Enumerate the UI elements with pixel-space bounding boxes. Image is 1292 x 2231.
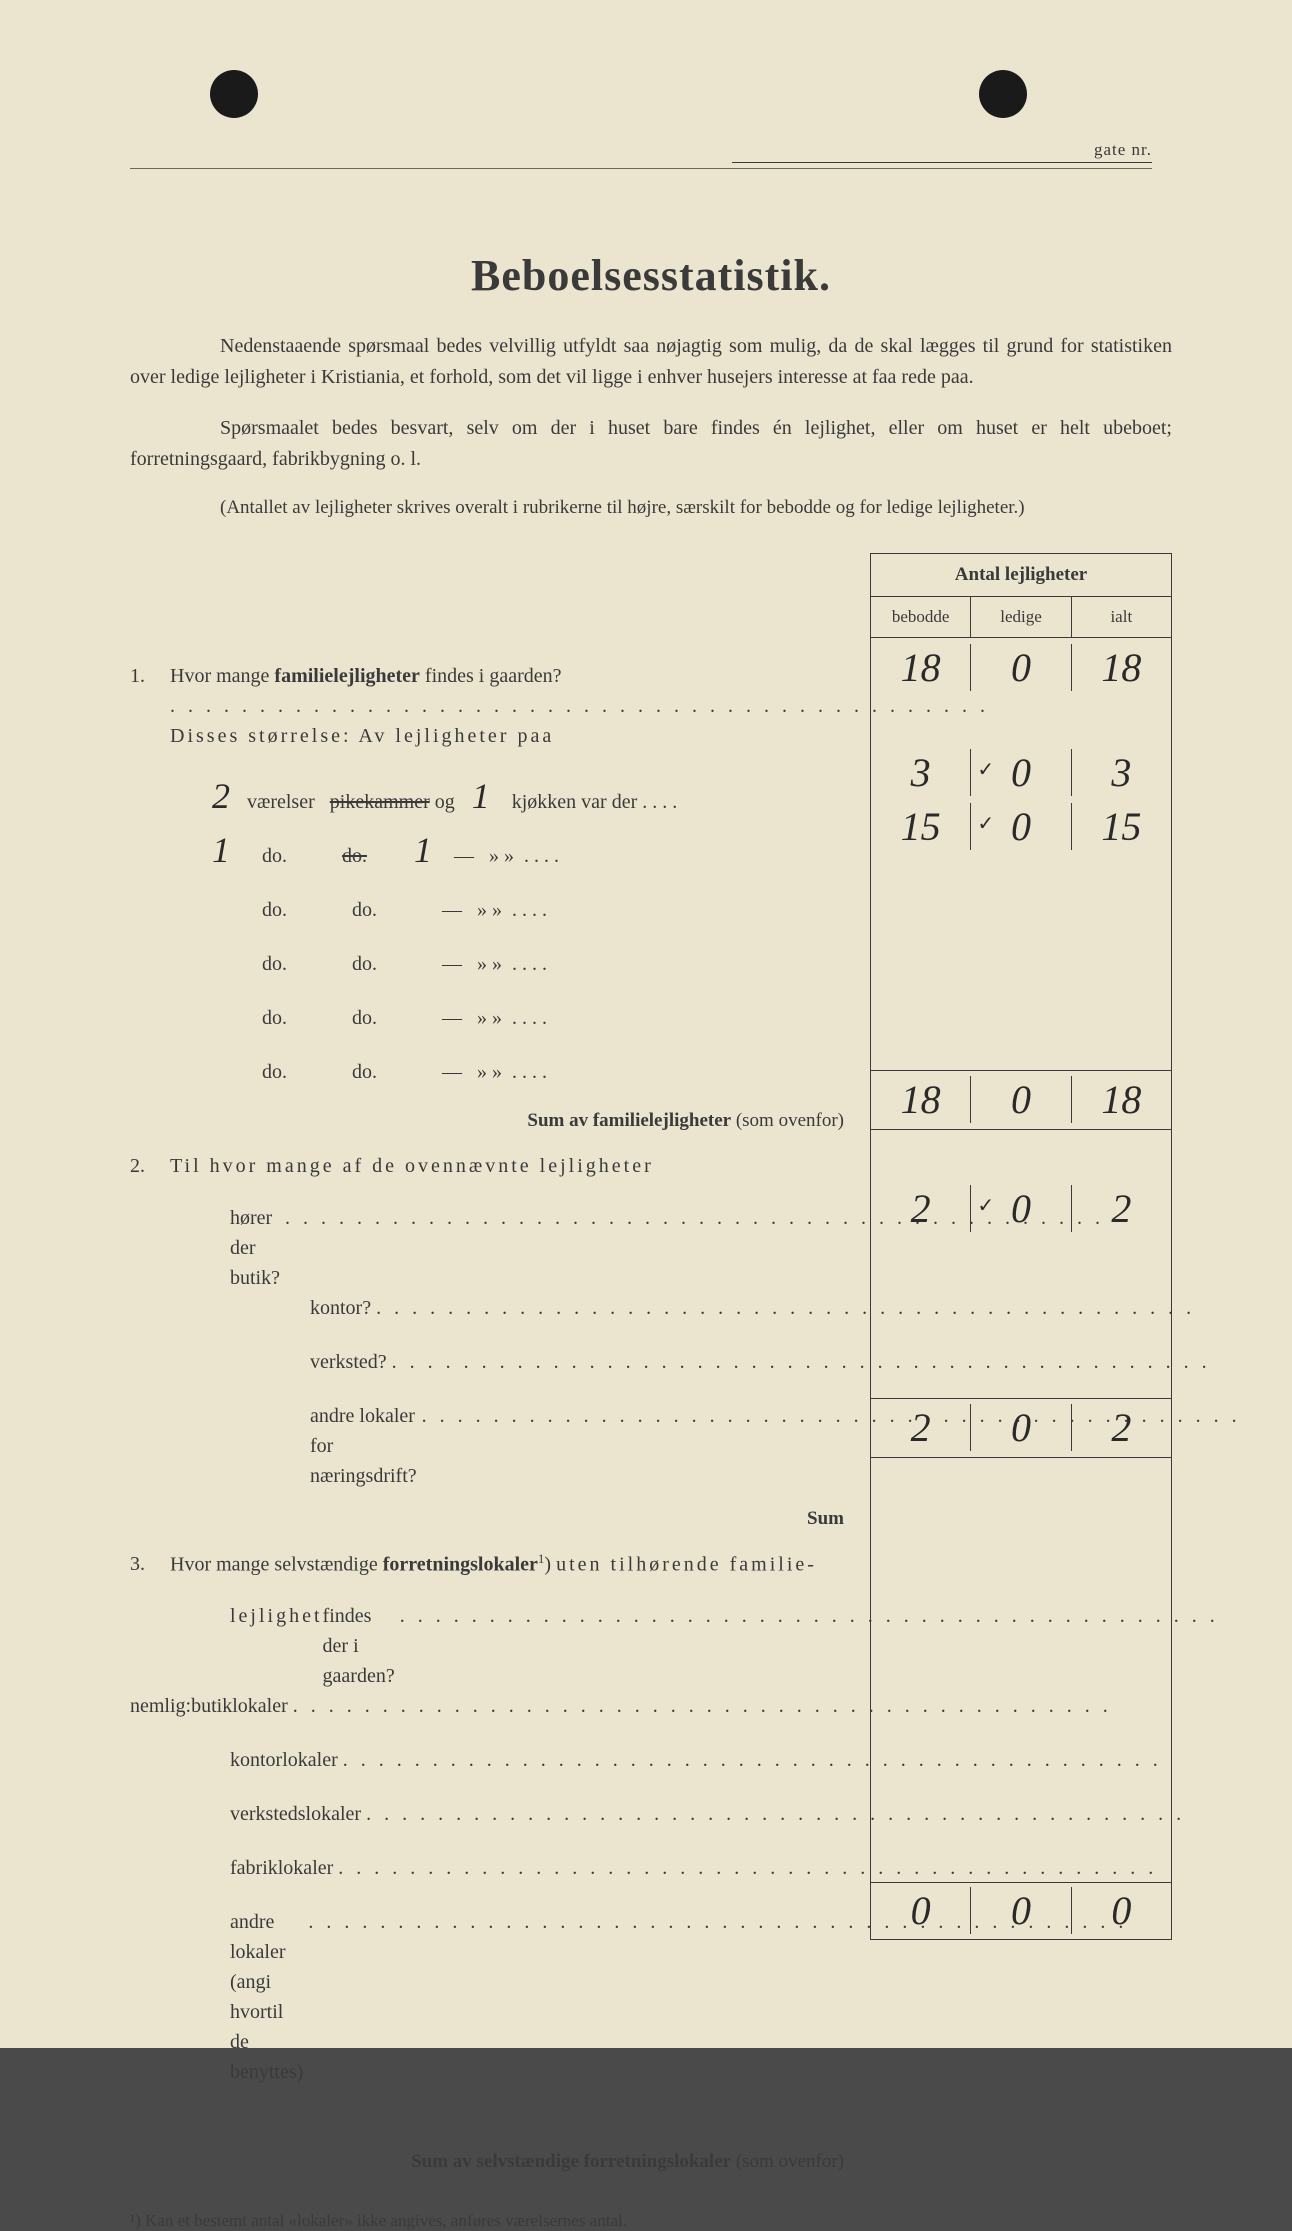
q1-size-row-1: 2 værelser pikekammer og 1 kjøkken var d… xyxy=(130,769,852,823)
table-row xyxy=(871,1344,1171,1398)
table-row xyxy=(871,1458,1171,1510)
table-row xyxy=(871,1618,1171,1672)
cell-ledige: ✓0 xyxy=(970,1185,1070,1232)
handwritten-value: 1 xyxy=(200,823,242,877)
q3-sum-label: Sum av selvstændige forretningslokaler (… xyxy=(130,2135,852,2191)
cell-bebodde: 18 xyxy=(871,644,970,691)
cell-ledige: 0 xyxy=(970,1076,1070,1123)
cell-ledige: 0 xyxy=(970,1887,1070,1934)
form-content: Antal lejligheter bebodde ledige ialt 18… xyxy=(130,553,1172,2191)
document-page: gate nr. Beboelsesstatistik. Nedenstaaen… xyxy=(0,0,1292,2048)
table-row xyxy=(871,908,1171,962)
cell-ialt: 2 xyxy=(1071,1185,1171,1232)
cell-ialt: 18 xyxy=(1071,1076,1171,1123)
questions-area: 1. Hvor mange familielejligheter findes … xyxy=(130,553,852,2191)
count-table: Antal lejligheter bebodde ledige ialt 18… xyxy=(870,553,1172,1940)
table-row-sum: 0 0 0 xyxy=(871,1882,1171,1939)
table-row xyxy=(871,1780,1171,1834)
question-1: 1. Hvor mange familielejligheter findes … xyxy=(130,661,852,721)
punch-hole-left xyxy=(210,70,258,118)
cell-ledige: ✓0 xyxy=(970,749,1070,796)
handwritten-value: 1 xyxy=(460,769,502,823)
intro-paragraph-1: Nedenstaaende spørsmaal bedes velvillig … xyxy=(130,331,1172,393)
page-title: Beboelsesstatistik. xyxy=(130,250,1172,301)
intro-paragraph-2: Spørsmaalet bedes besvart, selv om der i… xyxy=(130,413,1172,475)
table-row xyxy=(871,1130,1171,1182)
table-row: 3 ✓0 3 xyxy=(871,746,1171,800)
q3-verksted: verkstedslokaler xyxy=(130,1799,852,1853)
handwritten-value: 2 xyxy=(200,769,242,823)
q2-butik: hører der butik? xyxy=(130,1203,852,1293)
q1-sum-label: Sum av familielejligheter (som ovenfor) xyxy=(130,1093,852,1151)
q2-kontor: kontor? xyxy=(130,1293,852,1347)
handwritten-value: 1 xyxy=(402,823,444,877)
question-2: 2. Til hvor mange af de ovennævnte lejli… xyxy=(130,1151,852,1203)
cell-bebodde: 18 xyxy=(871,1076,970,1123)
table-subheader: bebodde ledige ialt xyxy=(871,597,1171,638)
q1-number: 1. xyxy=(130,661,170,691)
table-header: Antal lejligheter xyxy=(871,554,1171,597)
q2-andre: andre lokaler for næringsdrift? xyxy=(130,1401,852,1491)
table-row xyxy=(871,1510,1171,1564)
cell-ledige: 0 xyxy=(970,1404,1070,1451)
table-row: 2 ✓0 2 xyxy=(871,1182,1171,1236)
table-row xyxy=(871,1564,1171,1618)
table-row: 15 ✓0 15 xyxy=(871,800,1171,854)
cell-ialt: 2 xyxy=(1071,1404,1171,1451)
q3-blank-line xyxy=(130,2087,852,2135)
gate-nr-field: gate nr. xyxy=(732,140,1152,163)
col-bebodde: bebodde xyxy=(871,597,970,637)
table-row xyxy=(871,1834,1171,1882)
punch-hole-right xyxy=(979,70,1027,118)
intro-paragraph-3: (Antallet av lejligheter skrives overalt… xyxy=(130,494,1172,523)
cell-bebodde: 2 xyxy=(871,1404,970,1451)
col-ialt: ialt xyxy=(1071,597,1171,637)
footnote: ¹) Kan et bestemt antal «lokaler» ikke a… xyxy=(130,2211,1172,2231)
table-row xyxy=(871,698,1171,746)
q3-kontor: kontorlokaler xyxy=(130,1745,852,1799)
table-row xyxy=(871,1016,1171,1070)
q2-number: 2. xyxy=(130,1151,170,1181)
table-body: 18 0 18 3 ✓0 3 15 ✓0 15 xyxy=(871,638,1171,1939)
check-mark: ✓ xyxy=(977,811,994,836)
cell-bebodde: 15 xyxy=(871,803,970,850)
header-rule xyxy=(130,168,1152,169)
q3-number: 3. xyxy=(130,1549,170,1579)
cell-bebodde: 0 xyxy=(871,1887,970,1934)
q3-line-b: lejlighet findes der i gaarden? xyxy=(130,1601,852,1691)
col-ledige: ledige xyxy=(970,597,1070,637)
q1-size-row-blank: do. do. — » » . . . . xyxy=(130,877,852,931)
q1-size-row-2: 1 do. do. 1 — » » . . . . xyxy=(130,823,852,877)
q3-andre: andre lokaler (angi hvortil de benyttes) xyxy=(130,1907,852,2087)
q1-size-row-blank: do. do. — » » . . . . xyxy=(130,931,852,985)
table-row: 18 0 18 xyxy=(871,638,1171,698)
check-mark: ✓ xyxy=(977,757,994,782)
gate-nr-label: gate nr. xyxy=(1094,140,1152,159)
table-row xyxy=(871,1726,1171,1780)
check-mark: ✓ xyxy=(977,1193,994,1218)
q3-butik: nemlig:butiklokaler xyxy=(130,1691,852,1745)
q1-sizes-label: Disses størrelse: Av lejligheter paa xyxy=(130,721,852,769)
q1-size-row-blank: do. do. — » » . . . . xyxy=(130,985,852,1039)
question-3: 3. Hvor mange selvstændige forretningslo… xyxy=(130,1549,852,1601)
cell-bebodde: 3 xyxy=(871,749,970,796)
q2-sum-label: Sum xyxy=(130,1491,852,1549)
table-row xyxy=(871,962,1171,1016)
table-row-sum: 2 0 2 xyxy=(871,1398,1171,1458)
cell-ialt: 3 xyxy=(1071,749,1171,796)
table-row xyxy=(871,1672,1171,1726)
table-row xyxy=(871,1236,1171,1290)
cell-ialt: 18 xyxy=(1071,644,1171,691)
cell-ledige: ✓0 xyxy=(970,803,1070,850)
table-row xyxy=(871,1290,1171,1344)
q3-fabrik: fabriklokaler xyxy=(130,1853,852,1907)
cell-bebodde: 2 xyxy=(871,1185,970,1232)
q1-size-row-blank: do. do. — » » . . . . xyxy=(130,1039,852,1093)
table-row-sum: 18 0 18 xyxy=(871,1070,1171,1130)
q2-verksted: verksted? xyxy=(130,1347,852,1401)
cell-ialt: 0 xyxy=(1071,1887,1171,1934)
cell-ialt: 15 xyxy=(1071,803,1171,850)
cell-ledige: 0 xyxy=(970,644,1070,691)
table-row xyxy=(871,854,1171,908)
